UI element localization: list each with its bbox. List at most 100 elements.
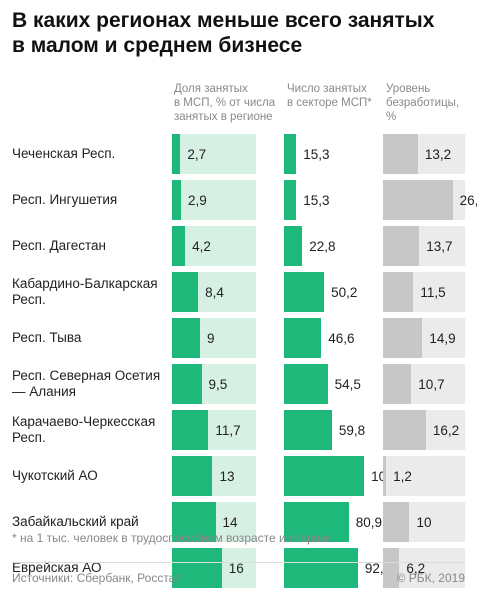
msp-share-cell: 14	[172, 502, 256, 542]
msp-employed-cell: 92,3	[284, 548, 391, 588]
region-label: Чукотский АО	[12, 468, 98, 483]
table-row: Респ. Тыва 9 46,6 14,9	[0, 318, 477, 358]
region-label: Респ. Ингушетия	[12, 192, 118, 207]
msp-share-value: 4,2	[192, 238, 211, 254]
region-label: Респ. Северная Осетия — Алания	[12, 368, 161, 399]
msp-employed-cell: 15,3	[284, 180, 372, 220]
msp-employed-cell: 15,3	[284, 134, 372, 174]
msp-share-cell: 11,7	[172, 410, 256, 450]
copyright: © РБК, 2019	[396, 571, 465, 585]
msp-employed-value: 59,8	[338, 422, 366, 438]
msp-share-bar	[172, 456, 213, 496]
unemployment-cell: 13,7	[383, 226, 465, 266]
msp-share-value: 9,5	[208, 376, 228, 392]
msp-share-bar	[172, 272, 199, 312]
unemployment-value: 11,5	[420, 284, 446, 300]
unemployment-bar	[383, 364, 412, 404]
msp-share-value: 2,9	[188, 192, 207, 208]
msp-employed-cell: 50,2	[284, 272, 372, 312]
unemployment-bar	[383, 456, 387, 496]
msp-employed-value: 80,9	[355, 514, 382, 530]
msp-employed-bar	[284, 410, 332, 450]
msp-share-value: 16	[228, 560, 244, 576]
unemployment-value: 26,3	[459, 192, 477, 208]
region-label: Чеченская Респ.	[12, 146, 116, 161]
msp-employed-bar	[284, 180, 297, 220]
region-label: Забайкальский край	[12, 514, 139, 529]
unemployment-bar	[383, 180, 453, 220]
msp-employed-value: 50,2	[331, 284, 358, 300]
unemployment-bar	[383, 502, 410, 542]
msp-share-bar	[172, 548, 222, 588]
unemployment-bar	[383, 226, 420, 266]
unemployment-cell: 6,2	[383, 548, 465, 588]
unemployment-value: 13,2	[424, 146, 452, 162]
msp-employed-value: 15,3	[303, 146, 330, 162]
column-header-msp-employed: Число занятых в секторе МСП*	[287, 83, 372, 109]
msp-share-cell: 2,7	[172, 134, 256, 174]
table-row: Респ. Северная Осетия — Алания 9,5 54,5 10,…	[0, 364, 477, 404]
unemployment-cell: 10,7	[383, 364, 465, 404]
unemployment-value: 10	[416, 514, 432, 530]
msp-employed-bar	[284, 364, 328, 404]
msp-share-value: 14	[222, 514, 238, 530]
msp-share-cell: 16	[172, 548, 256, 588]
unemployment-cell: 11,5	[383, 272, 465, 312]
msp-employed-bar	[284, 548, 358, 588]
sources-note: Источники: Сбербанк, Росстат	[12, 571, 181, 585]
unemployment-cell: 13,2	[383, 134, 465, 174]
msp-employed-cell: 80,9	[284, 502, 382, 542]
unemployment-value: 16,2	[432, 422, 460, 438]
msp-share-bar	[172, 410, 209, 450]
table-row: Чукотский АО 13 100,21,2	[0, 456, 477, 496]
msp-share-cell: 4,2	[172, 226, 256, 266]
region-label: Карачаево-Черкесская Респ.	[12, 414, 156, 445]
unemployment-value: 6,2	[406, 560, 426, 576]
msp-employed-bar	[284, 272, 325, 312]
table-row: Еврейская АО 16 92,3 6,2	[0, 548, 477, 588]
unemployment-bar	[383, 272, 414, 312]
footnote: * на 1 тыс. человек в трудоспособном воз…	[12, 531, 331, 545]
msp-employed-cell: 59,8	[284, 410, 372, 450]
unemployment-cell: 26,3	[383, 180, 477, 220]
msp-employed-bar	[284, 134, 297, 174]
region-label: Респ. Тыва	[12, 330, 82, 345]
msp-share-cell: 9	[172, 318, 256, 358]
msp-share-bar	[172, 364, 202, 404]
msp-employed-cell: 100,2	[284, 456, 405, 496]
unemployment-cell: 14,9	[383, 318, 465, 358]
msp-employed-bar	[284, 502, 349, 542]
table-row: Респ. Дагестан 4,2 22,8 13,7	[0, 226, 477, 266]
column-header-msp-share: Доля занятых в МСП, % от числа занятых в…	[174, 83, 276, 123]
footer-divider	[12, 562, 465, 563]
chart-title: В каких регионах меньше всего занятых в …	[12, 9, 435, 57]
unemployment-bar	[383, 134, 418, 174]
unemployment-bar	[383, 548, 400, 588]
unemployment-bar	[383, 318, 423, 358]
msp-share-cell: 9,5	[172, 364, 256, 404]
msp-share-value: 2,7	[187, 146, 207, 162]
region-label: Респ. Дагестан	[12, 238, 107, 253]
msp-employed-bar	[284, 318, 322, 358]
msp-employed-value: 22,8	[309, 238, 336, 254]
msp-employed-cell: 46,6	[284, 318, 372, 358]
unemployment-value: 10,7	[418, 376, 445, 392]
table-row: Респ. Ингушетия 2,9 15,3 26,3	[0, 180, 477, 220]
unemployment-cell: 16,2	[383, 410, 465, 450]
msp-share-bar	[172, 502, 216, 542]
unemployment-value: 13,7	[426, 238, 453, 254]
table-row: Карачаево-Черкесская Респ. 11,7 59,8 16,2	[0, 410, 477, 450]
msp-share-bar	[172, 134, 181, 174]
msp-employed-bar	[284, 456, 365, 496]
msp-share-value: 13	[219, 468, 235, 484]
msp-share-cell: 2,9	[172, 180, 256, 220]
unemployment-cell: 10	[383, 502, 465, 542]
msp-employed-cell: 54,5	[284, 364, 372, 404]
msp-employed-bar	[284, 226, 303, 266]
unemployment-bar	[383, 410, 426, 450]
msp-employed-value: 46,6	[328, 330, 355, 346]
table-row: Кабардино-Балкарская Респ. 8,4 50,2 11,5	[0, 272, 477, 312]
msp-share-value: 8,4	[205, 284, 224, 300]
region-label: Кабардино-Балкарская Респ.	[12, 276, 158, 307]
msp-employed-value: 54,5	[334, 376, 361, 392]
